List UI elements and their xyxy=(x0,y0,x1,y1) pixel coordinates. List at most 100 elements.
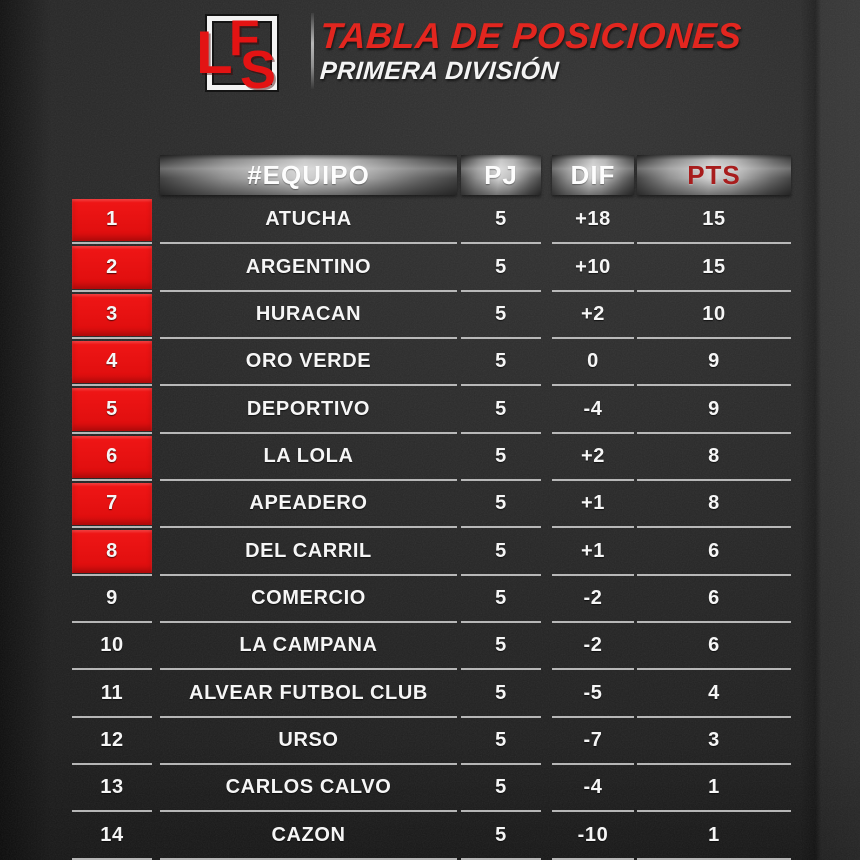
team-cell: CAZON xyxy=(160,812,457,860)
team-cell: DEPORTIVO xyxy=(160,386,457,434)
pj-cell: 5 xyxy=(461,197,541,245)
position-number: 1 xyxy=(106,208,118,231)
pos-cell: 13 xyxy=(72,765,152,813)
pts-cell: 6 xyxy=(637,528,791,576)
pts-cell: 8 xyxy=(637,434,791,482)
team-cell: LA LOLA xyxy=(160,434,457,482)
team-cell: DEL CARRIL xyxy=(160,528,457,576)
pts-cell: 6 xyxy=(637,623,791,671)
pts-cell: 10 xyxy=(637,292,791,340)
pts-cell: 1 xyxy=(637,812,791,860)
pos-cell: 4 xyxy=(72,339,152,387)
dif-cell: 0 xyxy=(552,339,634,387)
pj-cell: 5 xyxy=(461,528,541,576)
pos-cell: 8 xyxy=(72,528,152,576)
pts-cell: 15 xyxy=(637,244,791,292)
pj-cell: 5 xyxy=(461,339,541,387)
table-row: 6 LA LOLA 5 +2 8 xyxy=(72,434,791,482)
pj-cell: 5 xyxy=(461,481,541,529)
dif-cell: +18 xyxy=(552,197,634,245)
pos-cell: 12 xyxy=(72,718,152,766)
table-row: 9 COMERCIO 5 -2 6 xyxy=(72,576,791,624)
pos-cell: 5 xyxy=(72,386,152,434)
position-number: 2 xyxy=(106,255,118,278)
table-row: 1 ATUCHA 5 +18 15 xyxy=(72,197,791,245)
position-number: 5 xyxy=(106,397,118,420)
position-number: 7 xyxy=(106,492,118,515)
dif-cell: +1 xyxy=(552,528,634,576)
team-cell: COMERCIO xyxy=(160,576,457,624)
table-row: 10 LA CAMPANA 5 -2 6 xyxy=(72,623,791,671)
position-number: 11 xyxy=(100,681,124,704)
team-cell: ALVEAR FUTBOL CLUB xyxy=(160,670,457,718)
table-row: 13 CARLOS CALVO 5 -4 1 xyxy=(72,765,791,813)
league-logo: L F S xyxy=(196,13,277,97)
pj-cell: 5 xyxy=(461,623,541,671)
table-body: 1 ATUCHA 5 +18 15 2 ARGENTINO 5 +10 15 3… xyxy=(72,197,791,860)
team-cell: APEADERO xyxy=(160,481,457,529)
header-equipo: #EQUIPO xyxy=(160,155,457,195)
position-number: 6 xyxy=(106,444,118,467)
team-cell: URSO xyxy=(160,718,457,766)
position-number: 8 xyxy=(106,539,118,562)
header-pts: PTS xyxy=(637,155,791,195)
pts-cell: 3 xyxy=(637,718,791,766)
table-row: 12 URSO 5 -7 3 xyxy=(72,718,791,766)
position-number: 4 xyxy=(106,350,118,373)
pts-cell: 9 xyxy=(637,386,791,434)
brand-divider-line xyxy=(311,13,314,89)
position-number: 14 xyxy=(100,823,124,846)
team-cell: CARLOS CALVO xyxy=(160,765,457,813)
dif-cell: -4 xyxy=(552,386,634,434)
pj-cell: 5 xyxy=(461,434,541,482)
pj-cell: 5 xyxy=(461,244,541,292)
dif-cell: -10 xyxy=(552,812,634,860)
pts-cell: 8 xyxy=(637,481,791,529)
dif-cell: -2 xyxy=(552,623,634,671)
page-subtitle: PRIMERA DIVISIÓN xyxy=(319,57,561,85)
pos-cell: 3 xyxy=(72,292,152,340)
logo-letter-s: S xyxy=(240,40,276,100)
position-number: 10 xyxy=(100,634,124,657)
team-cell: ATUCHA xyxy=(160,197,457,245)
pj-cell: 5 xyxy=(461,576,541,624)
table-row: 3 HURACAN 5 +2 10 xyxy=(72,292,791,340)
pts-cell: 6 xyxy=(637,576,791,624)
header-pj: PJ xyxy=(461,155,541,195)
logo-letter-l: L xyxy=(196,19,233,86)
pos-cell: 14 xyxy=(72,812,152,860)
pj-cell: 5 xyxy=(461,292,541,340)
dif-cell: -4 xyxy=(552,765,634,813)
pj-cell: 5 xyxy=(461,670,541,718)
dif-cell: -5 xyxy=(552,670,634,718)
dif-cell: -2 xyxy=(552,576,634,624)
pos-cell: 9 xyxy=(72,576,152,624)
dif-cell: +1 xyxy=(552,481,634,529)
position-number: 9 xyxy=(106,586,118,609)
pos-cell: 7 xyxy=(72,481,152,529)
table-row: 8 DEL CARRIL 5 +1 6 xyxy=(72,528,791,576)
table-header-row: #EQUIPO PJ DIF PTS xyxy=(72,155,791,195)
position-number: 3 xyxy=(106,302,118,325)
team-cell: LA CAMPANA xyxy=(160,623,457,671)
pos-cell: 10 xyxy=(72,623,152,671)
position-number: 13 xyxy=(100,776,124,799)
table-row: 11 ALVEAR FUTBOL CLUB 5 -5 4 xyxy=(72,670,791,718)
pts-cell: 4 xyxy=(637,670,791,718)
pos-cell: 11 xyxy=(72,670,152,718)
pos-cell: 1 xyxy=(72,197,152,245)
pj-cell: 5 xyxy=(461,812,541,860)
standings-table: #EQUIPO PJ DIF PTS 1 ATUCHA 5 +18 15 2 A… xyxy=(72,155,791,860)
pts-cell: 1 xyxy=(637,765,791,813)
team-cell: HURACAN xyxy=(160,292,457,340)
table-row: 7 APEADERO 5 +1 8 xyxy=(72,481,791,529)
pj-cell: 5 xyxy=(461,386,541,434)
pj-cell: 5 xyxy=(461,765,541,813)
table-row: 4 ORO VERDE 5 0 9 xyxy=(72,339,791,387)
table-row: 5 DEPORTIVO 5 -4 9 xyxy=(72,386,791,434)
team-cell: ARGENTINO xyxy=(160,244,457,292)
pj-cell: 5 xyxy=(461,718,541,766)
pts-cell: 15 xyxy=(637,197,791,245)
team-cell: ORO VERDE xyxy=(160,339,457,387)
